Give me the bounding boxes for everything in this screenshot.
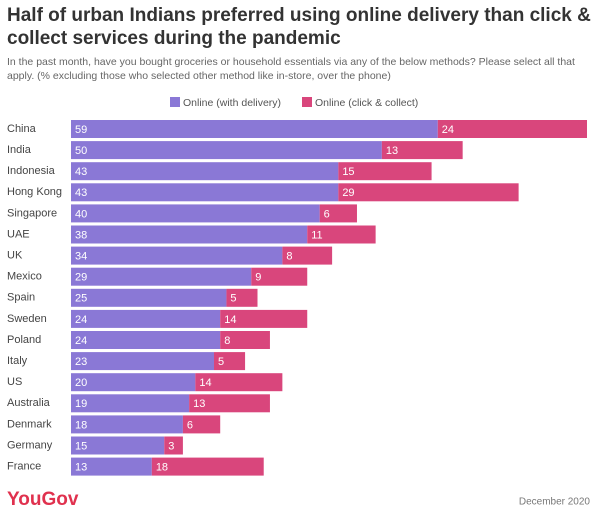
data-label: 38 bbox=[75, 229, 87, 241]
bar-segment bbox=[164, 436, 183, 455]
data-label: 24 bbox=[442, 124, 454, 136]
bar-segment bbox=[71, 246, 283, 265]
y-tick-label: UAE bbox=[7, 228, 30, 240]
bar-segment bbox=[71, 267, 252, 286]
data-label: 29 bbox=[75, 272, 87, 284]
legend-label: Online (with delivery) bbox=[183, 97, 281, 109]
data-label: 14 bbox=[199, 377, 211, 389]
data-label: 18 bbox=[75, 419, 87, 431]
data-label: 23 bbox=[75, 356, 87, 368]
bar-segment bbox=[71, 183, 339, 202]
bar-segment bbox=[71, 415, 183, 434]
bar-segment bbox=[71, 331, 221, 349]
bar-segment bbox=[226, 288, 258, 307]
y-tick-label: Singapore bbox=[7, 207, 57, 219]
bar-segment bbox=[71, 120, 438, 138]
data-label: 14 bbox=[224, 314, 236, 326]
bar-segment bbox=[437, 120, 587, 138]
y-tick-label: China bbox=[7, 123, 37, 135]
bar-segment bbox=[71, 309, 221, 328]
data-label: 29 bbox=[342, 187, 354, 199]
bar-segment bbox=[71, 394, 190, 413]
bar-segment bbox=[338, 183, 519, 202]
bar-segment bbox=[381, 141, 463, 160]
data-label: 40 bbox=[75, 208, 87, 220]
y-tick-label: Sweden bbox=[7, 313, 47, 325]
bar-segment bbox=[220, 331, 270, 349]
bar-segment bbox=[195, 373, 283, 392]
y-tick-label: Germany bbox=[7, 439, 53, 451]
data-label: 24 bbox=[75, 314, 87, 326]
data-label: 15 bbox=[342, 166, 354, 178]
chart-title: Half of urban Indians preferred using on… bbox=[7, 5, 591, 49]
data-label: 5 bbox=[218, 356, 224, 368]
data-label: 6 bbox=[324, 208, 330, 220]
bar-segment bbox=[151, 457, 264, 476]
bar-segment bbox=[71, 225, 308, 244]
data-label: 25 bbox=[75, 293, 87, 305]
bar-segment bbox=[182, 415, 221, 434]
data-label: 13 bbox=[193, 398, 205, 410]
data-label: 43 bbox=[75, 187, 87, 199]
legend-swatch bbox=[170, 97, 180, 107]
y-tick-label: Poland bbox=[7, 334, 41, 346]
bar-segment bbox=[213, 352, 246, 371]
chart-subtitle: In the past month, have you bought groce… bbox=[7, 56, 575, 82]
bar-segment bbox=[71, 352, 214, 371]
data-label: 43 bbox=[75, 166, 87, 178]
data-label: 8 bbox=[224, 335, 230, 347]
logo: YouGov bbox=[7, 489, 79, 510]
data-label: 20 bbox=[75, 377, 87, 389]
data-label: 8 bbox=[286, 251, 292, 263]
y-tick-label: UK bbox=[7, 250, 23, 262]
data-label: 13 bbox=[75, 462, 87, 474]
bar-segment bbox=[282, 246, 333, 265]
date: December 2020 bbox=[519, 497, 591, 508]
bar-segment bbox=[71, 373, 196, 392]
legend-label: Online (click & collect) bbox=[315, 97, 418, 109]
bar-segment bbox=[251, 267, 308, 286]
data-label: 34 bbox=[75, 251, 87, 263]
data-label: 3 bbox=[168, 440, 174, 452]
y-tick-label: US bbox=[7, 376, 22, 388]
bar-segment bbox=[338, 162, 432, 181]
bar-segment bbox=[189, 394, 270, 413]
data-label: 13 bbox=[386, 145, 398, 157]
data-label: 59 bbox=[75, 124, 87, 136]
y-tick-label: Denmark bbox=[7, 418, 52, 430]
y-tick-label: Hong Kong bbox=[7, 186, 62, 198]
y-tick-label: India bbox=[7, 144, 32, 156]
bar-segment bbox=[71, 436, 165, 455]
data-label: 5 bbox=[230, 293, 236, 305]
data-label: 24 bbox=[75, 335, 87, 347]
y-tick-label: Spain bbox=[7, 292, 35, 304]
data-label: 19 bbox=[75, 398, 87, 410]
data-label: 18 bbox=[156, 462, 168, 474]
bar-segment bbox=[71, 457, 152, 476]
data-label: 6 bbox=[187, 419, 193, 431]
y-tick-label: Australia bbox=[7, 397, 51, 409]
data-label: 11 bbox=[311, 229, 322, 241]
legend-swatch bbox=[302, 97, 312, 107]
y-tick-label: Indonesia bbox=[7, 165, 56, 177]
bar-segment bbox=[319, 204, 357, 223]
y-tick-label: Mexico bbox=[7, 271, 42, 283]
data-label: 50 bbox=[75, 145, 87, 157]
y-tick-label: Italy bbox=[7, 355, 28, 367]
bar-segment bbox=[307, 225, 376, 244]
bar-segment bbox=[71, 204, 320, 223]
bar-segment bbox=[71, 288, 227, 307]
bar-segment bbox=[220, 309, 308, 328]
data-label: 15 bbox=[75, 440, 87, 452]
bar-segment bbox=[71, 162, 339, 181]
bar-segment bbox=[71, 141, 382, 160]
data-label: 9 bbox=[255, 272, 261, 284]
y-tick-label: France bbox=[7, 461, 41, 473]
